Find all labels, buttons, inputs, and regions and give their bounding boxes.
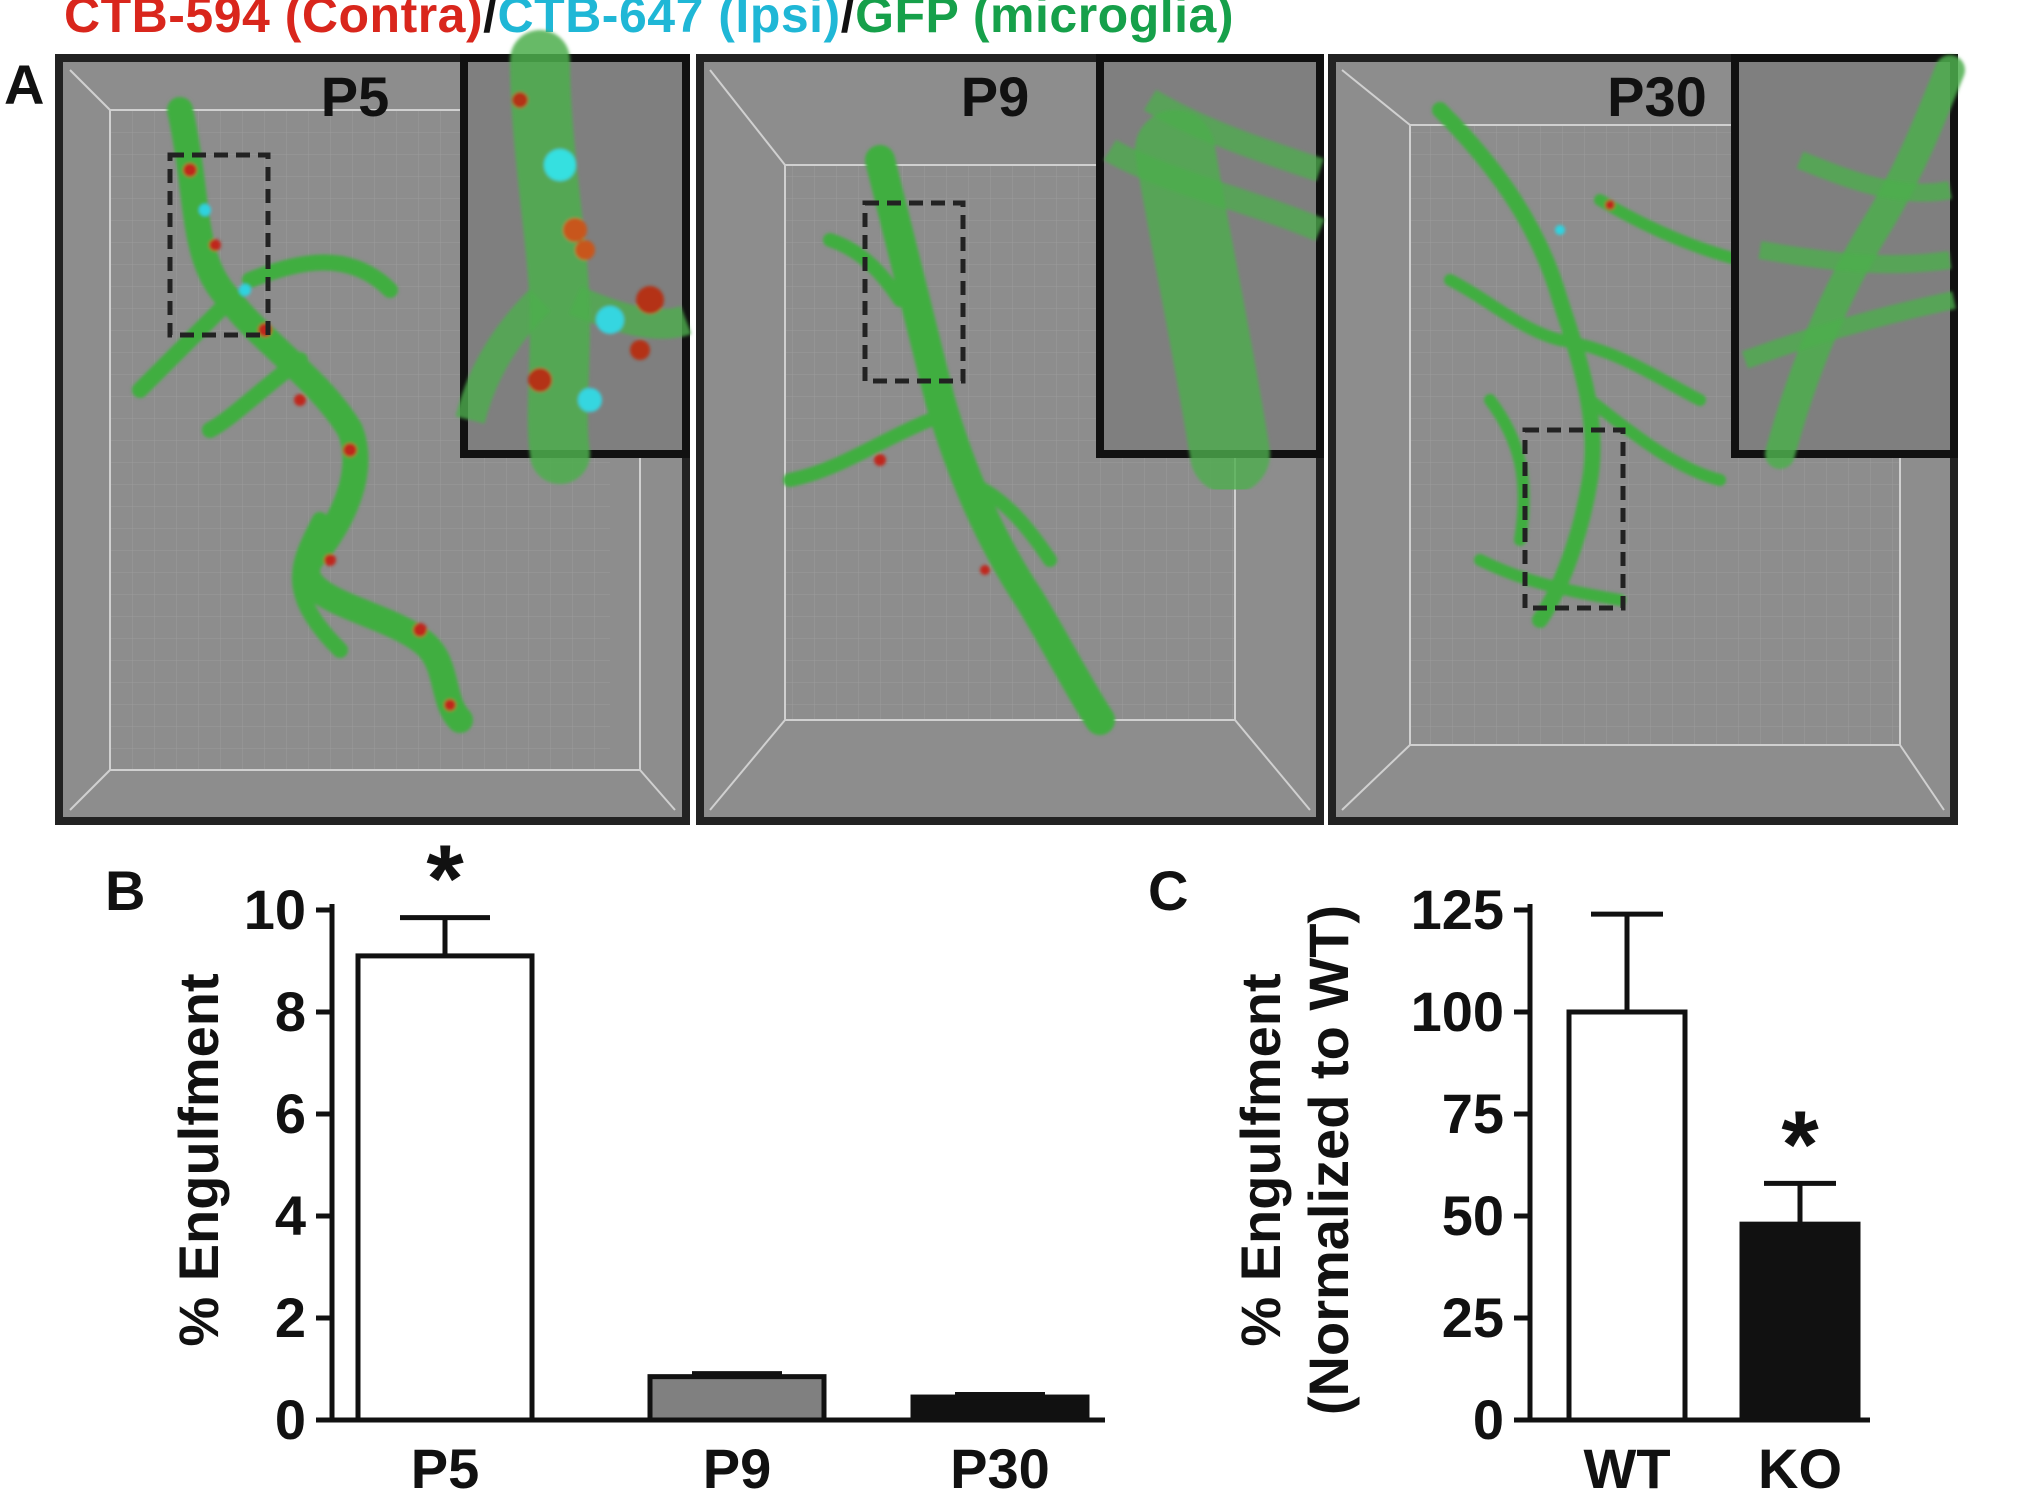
panel-a-image-p30 bbox=[1328, 54, 1965, 825]
y-axis-subtitle: (Normalized to WT) bbox=[1297, 905, 1360, 1415]
legend-separator: / bbox=[483, 0, 498, 43]
panel-c-letter: C bbox=[1148, 859, 1188, 922]
image-label: P5 bbox=[321, 65, 390, 128]
x-tick-label: KO bbox=[1758, 1437, 1842, 1497]
microglia-render-p5 bbox=[132, 97, 473, 733]
y-tick-label: 8 bbox=[275, 980, 306, 1043]
panel-a-image-p5 bbox=[55, 30, 692, 825]
image-label: P9 bbox=[961, 65, 1030, 128]
bar-p30 bbox=[910, 1394, 1090, 1423]
y-tick-label: 6 bbox=[275, 1082, 306, 1145]
bar-ko bbox=[1739, 1221, 1861, 1423]
y-tick-label: 75 bbox=[1442, 1082, 1504, 1145]
legend-separator: / bbox=[840, 0, 856, 43]
significance-star: * bbox=[1781, 1091, 1819, 1198]
y-tick-label: 4 bbox=[275, 1184, 306, 1247]
y-tick-label: 50 bbox=[1442, 1184, 1504, 1247]
x-tick-label: P5 bbox=[411, 1437, 480, 1497]
y-tick-label: 0 bbox=[1473, 1388, 1504, 1451]
y-tick-label: 2 bbox=[275, 1286, 306, 1349]
y-tick-label: 10 bbox=[244, 878, 306, 941]
x-tick-label: WT bbox=[1583, 1437, 1670, 1497]
microglia-label: GFP (microglia) bbox=[855, 0, 1234, 43]
x-tick-label: P9 bbox=[703, 1437, 772, 1497]
panel-a-image-p9 bbox=[696, 54, 1325, 825]
image-label: P30 bbox=[1607, 65, 1707, 128]
chart-c: C % Engulfment (Normalized to WT) 0 25 50 7… bbox=[1148, 859, 1870, 1497]
y-tick-label: 25 bbox=[1442, 1286, 1504, 1349]
panel-a-letter: A bbox=[4, 53, 45, 116]
bar-p5 bbox=[355, 953, 535, 1423]
y-tick-label: 125 bbox=[1411, 878, 1504, 941]
y-axis-title: % Engulfment bbox=[1229, 973, 1292, 1346]
bar-wt bbox=[1566, 1009, 1688, 1423]
contra-label: CTB-594 (Contra) bbox=[64, 0, 484, 43]
microglia-render-p9 bbox=[783, 145, 1115, 735]
y-axis-title: % Engulfment bbox=[167, 973, 230, 1346]
chart-b: B % Engulfment 0 2 4 6 8 10 * P5 P9 P30 bbox=[105, 826, 1105, 1497]
x-tick-label: P30 bbox=[950, 1437, 1050, 1497]
y-tick-label: 100 bbox=[1411, 980, 1504, 1043]
panel-b-letter: B bbox=[105, 859, 145, 922]
microglia-render-p30 bbox=[1432, 102, 1746, 628]
significance-star: * bbox=[426, 826, 464, 933]
y-tick-label: 0 bbox=[275, 1388, 306, 1451]
bar-p9 bbox=[647, 1374, 827, 1423]
